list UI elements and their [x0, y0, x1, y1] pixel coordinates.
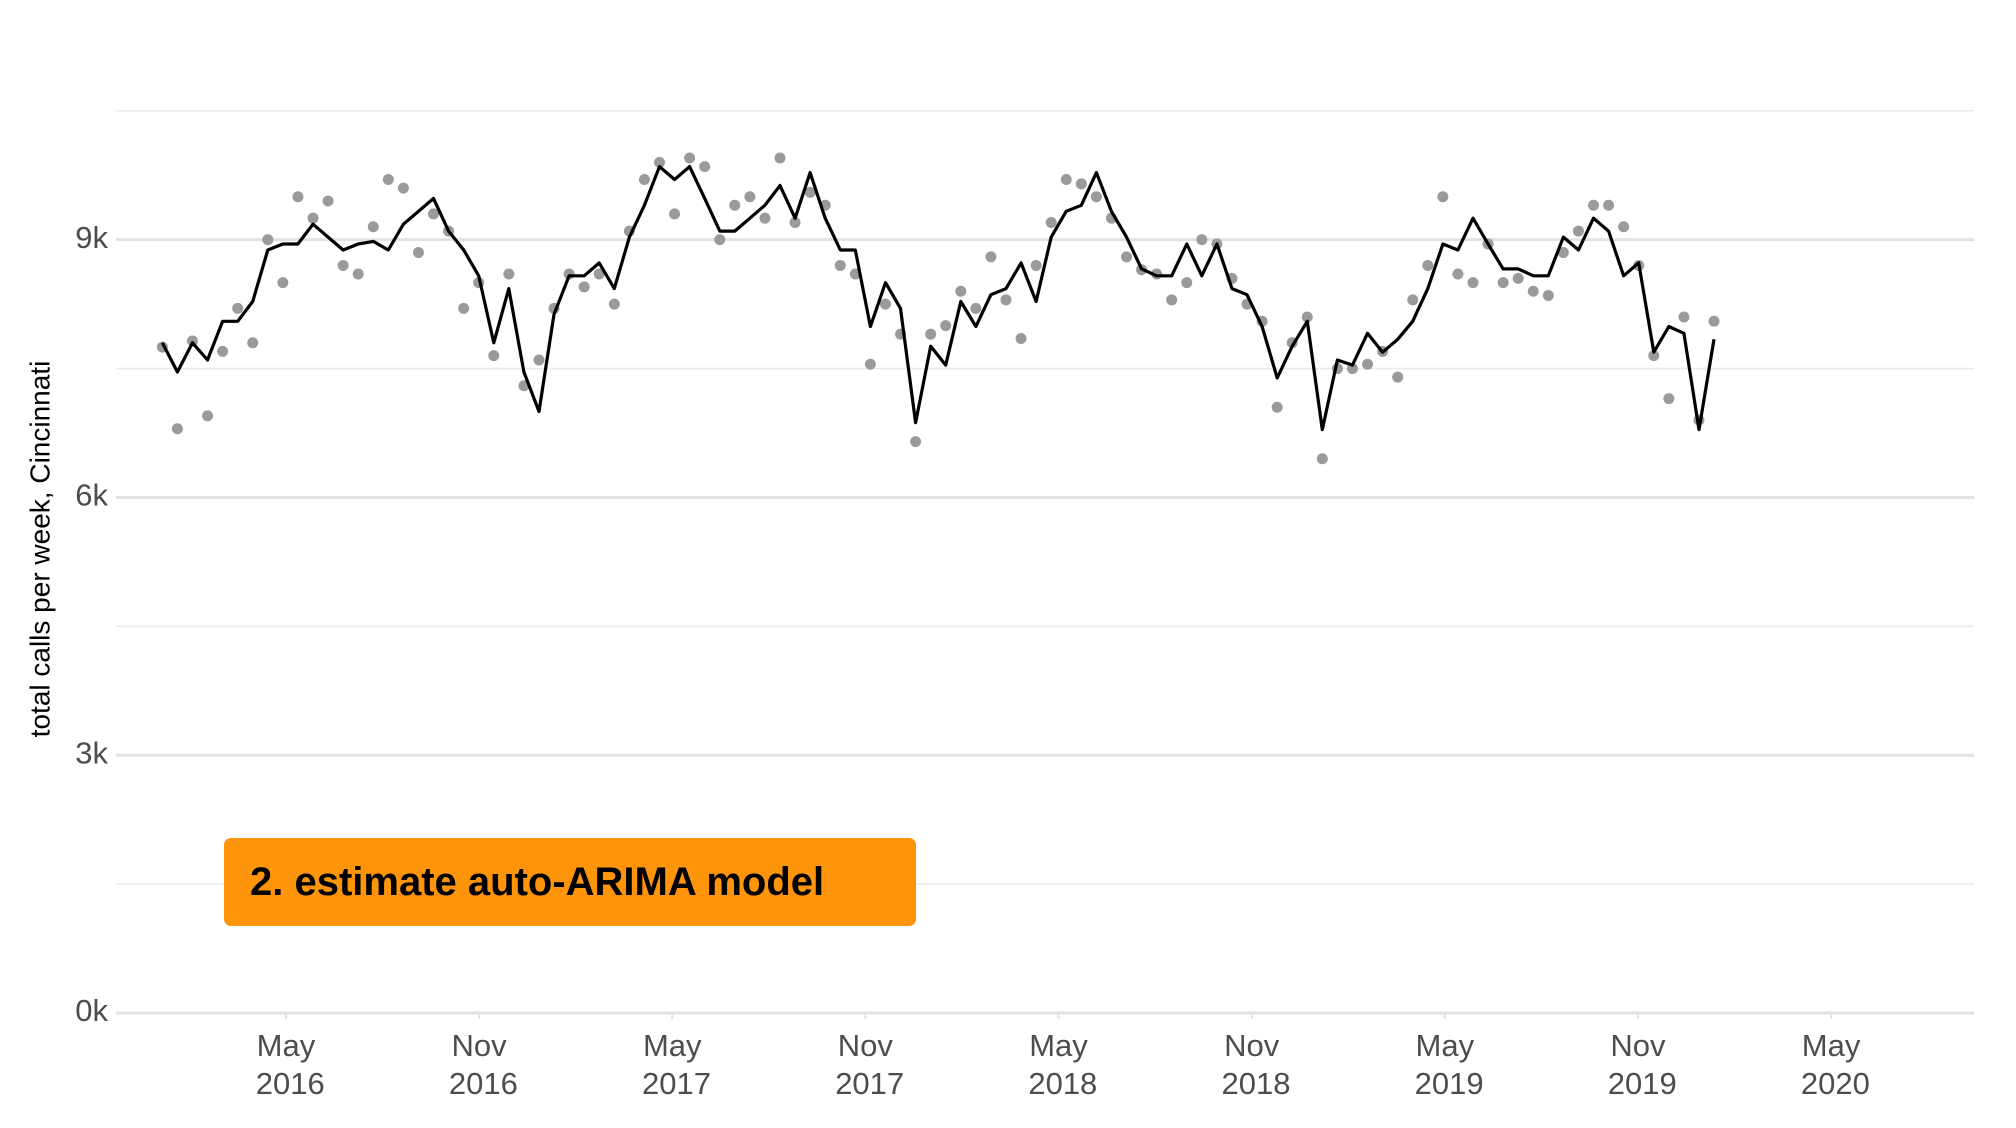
data-point: [292, 191, 304, 203]
data-point: [1603, 199, 1615, 211]
data-point: [744, 191, 756, 203]
data-point: [1392, 371, 1404, 383]
data-point: [217, 345, 229, 357]
data-point: [1271, 401, 1283, 413]
data-point: [1557, 247, 1569, 259]
data-point: [638, 174, 650, 186]
data-point: [1301, 311, 1313, 323]
data-point: [232, 302, 244, 314]
y-tick-label: 9k: [75, 220, 108, 255]
data-point: [593, 268, 605, 280]
data-point: [382, 174, 394, 186]
data-point: [834, 259, 846, 271]
data-point: [458, 302, 470, 314]
x-tick-label: Nov 2019: [1599, 1028, 1677, 1101]
x-tick-label: May 2018: [1020, 1028, 1098, 1101]
grid: [116, 109, 1974, 1015]
data-point: [1181, 277, 1193, 289]
data-point: [412, 247, 424, 259]
data-point: [337, 259, 349, 271]
x-tick-label: May 2016: [247, 1028, 325, 1101]
data-point: [910, 436, 922, 448]
data-point: [202, 410, 214, 422]
x-tick-label: Nov 2017: [827, 1028, 905, 1101]
data-point: [1362, 358, 1374, 370]
data-point: [970, 302, 982, 314]
x-tick-label: May 2017: [633, 1028, 711, 1101]
data-point: [864, 358, 876, 370]
data-point: [1512, 272, 1524, 284]
y-tick-label: 0k: [75, 993, 108, 1028]
data-point: [1648, 350, 1660, 362]
data-point: [171, 423, 183, 435]
data-point: [1542, 290, 1554, 302]
data-point: [1708, 315, 1720, 327]
data-point: [247, 337, 259, 349]
data-point: [955, 285, 967, 297]
data-point: [1316, 453, 1328, 465]
data-point: [428, 208, 440, 220]
data-point: [729, 199, 741, 211]
data-point: [1045, 216, 1057, 228]
data-point: [1407, 294, 1419, 306]
fitted-line: [160, 165, 1716, 432]
data-point: [1497, 277, 1509, 289]
data-point: [804, 186, 816, 198]
data-point: [714, 234, 726, 246]
data-point: [1060, 174, 1072, 186]
data-point: [1527, 285, 1539, 297]
data-point: [774, 152, 786, 164]
data-point: [1030, 259, 1042, 271]
data-point: [352, 268, 364, 280]
x-tick-label: Nov 2016: [440, 1028, 518, 1101]
x-tick-label: May 2019: [1406, 1028, 1484, 1101]
data-point: [307, 212, 319, 224]
data-point: [684, 152, 696, 164]
y-tick-label: 6k: [75, 478, 108, 513]
data-point: [669, 208, 681, 220]
data-point: [789, 216, 801, 228]
data-point: [1678, 311, 1690, 323]
data-point: [759, 212, 771, 224]
x-tick-label: Nov 2018: [1213, 1028, 1291, 1101]
data-point: [608, 298, 620, 310]
data-point: [1015, 332, 1027, 344]
data-point: [488, 350, 500, 362]
data-point: [653, 156, 665, 168]
data-point: [1452, 268, 1464, 280]
data-point: [1121, 251, 1133, 263]
data-point: [578, 281, 590, 293]
data-point: [1588, 199, 1600, 211]
data-point: [879, 298, 891, 310]
data-point: [262, 234, 274, 246]
x-tick-label: May 2020: [1792, 1028, 1870, 1101]
data-point: [397, 182, 409, 194]
data-point: [322, 195, 334, 207]
data-point: [1618, 221, 1630, 233]
data-point: [533, 354, 545, 366]
data-point: [367, 221, 379, 233]
data-point: [1075, 178, 1087, 190]
y-axis-title: total calls per week, Cincinnati: [24, 361, 55, 738]
data-point: [925, 328, 937, 340]
data-point: [1000, 294, 1012, 306]
data-point: [1196, 234, 1208, 246]
data-point: [1422, 259, 1434, 271]
data-point: [1663, 393, 1675, 405]
data-point: [940, 320, 952, 332]
data-point: [503, 268, 515, 280]
y-tick-label: 3k: [75, 735, 108, 770]
annotation: 2. estimate auto-ARIMA model: [224, 838, 916, 926]
data-point: [1166, 294, 1178, 306]
data-point: [1090, 191, 1102, 203]
data-point: [1437, 191, 1449, 203]
data-point: [1572, 225, 1584, 237]
data-point: [985, 251, 997, 263]
data-point: [699, 161, 711, 173]
data-point: [1467, 277, 1479, 289]
data-point: [277, 277, 289, 289]
